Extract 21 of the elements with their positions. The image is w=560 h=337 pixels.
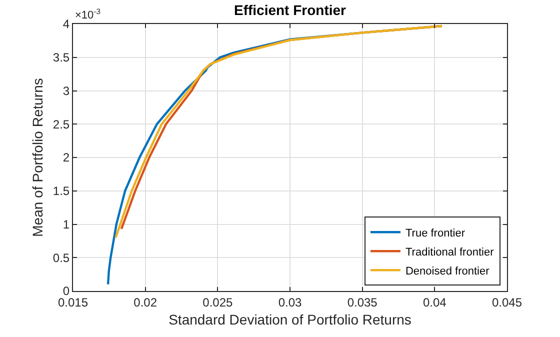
y-tick-label: 0.5 bbox=[52, 250, 70, 265]
text: ×10$^{-3}$ bbox=[75, 7, 101, 22]
x-tick-label: 0.025 bbox=[202, 295, 234, 310]
y-tick-label: 2 bbox=[62, 150, 70, 165]
y-tick-label: 2.5 bbox=[52, 117, 70, 132]
y-axis-title: Mean of Portfolio Returns bbox=[30, 78, 46, 237]
x-tick-label: 0.03 bbox=[278, 295, 302, 310]
legend-label: Denoised frontier bbox=[405, 265, 490, 278]
x-axis-title: Standard Deviation of Portfolio Returns bbox=[168, 312, 412, 328]
chart-title: Efficient Frontier bbox=[234, 2, 347, 18]
y-tick-label: 3 bbox=[62, 84, 70, 98]
x-tick-label: 0.045 bbox=[492, 295, 522, 310]
y-tick-label: 4 bbox=[62, 17, 70, 32]
x-tick-label: 0.04 bbox=[422, 295, 447, 310]
y-tick-label: 3.5 bbox=[52, 50, 70, 65]
y-tick-label: 1.5 bbox=[52, 184, 70, 198]
y-tick-label: 1 bbox=[62, 217, 70, 232]
x-tick-label: 0.035 bbox=[347, 295, 378, 310]
legend-label: Traditional frontier bbox=[405, 246, 494, 258]
legend-label: True frontier bbox=[405, 227, 466, 240]
x-tick-label: 0.02 bbox=[134, 295, 158, 310]
